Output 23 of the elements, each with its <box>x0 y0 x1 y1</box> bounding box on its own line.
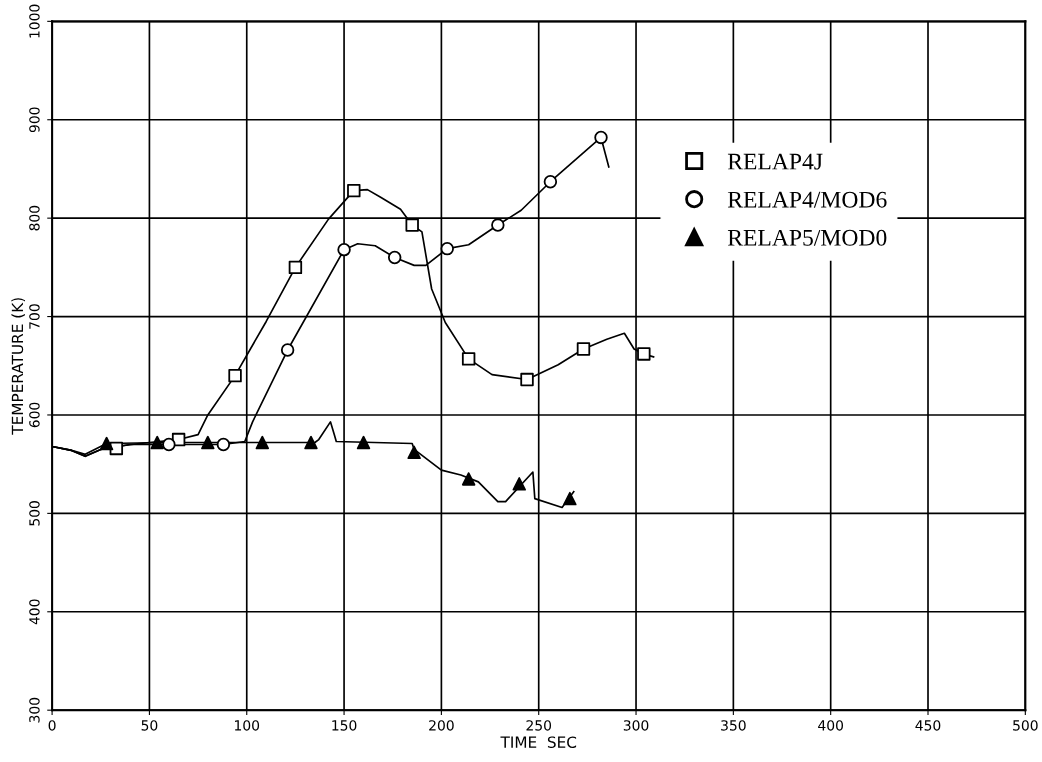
y-tick-label: 800 <box>29 205 40 231</box>
y-tick-label: 700 <box>29 304 40 329</box>
y-tick-label: 500 <box>29 501 40 526</box>
y-tick-label: 600 <box>29 402 40 428</box>
x-tick-label: 400 <box>818 720 844 731</box>
x-tick-label: 500 <box>1013 720 1038 731</box>
y-tick-label: 900 <box>29 107 40 133</box>
legend-label: RELAP4J <box>727 153 823 170</box>
x-tick-label: 150 <box>332 720 357 731</box>
x-tick-label: 0 <box>48 720 56 731</box>
x-axis-title: TIME SEC <box>500 736 577 748</box>
x-tick-label: 450 <box>915 720 941 731</box>
x-tick-label: 200 <box>429 720 454 731</box>
x-tick-label: 300 <box>623 720 649 731</box>
x-tick-label: 350 <box>721 720 746 731</box>
legend-label: RELAP4/MOD6 <box>727 191 887 208</box>
y-tick-label: 400 <box>29 599 40 625</box>
y-tick-label: 1000 <box>29 4 40 38</box>
x-tick-label: 100 <box>235 720 260 731</box>
legend-label: RELAP5/MOD0 <box>727 229 887 246</box>
x-tick-label: 50 <box>141 720 158 731</box>
y-axis-title: TEMPERATURE (K) <box>11 298 25 435</box>
x-tick-label: 250 <box>526 720 552 731</box>
